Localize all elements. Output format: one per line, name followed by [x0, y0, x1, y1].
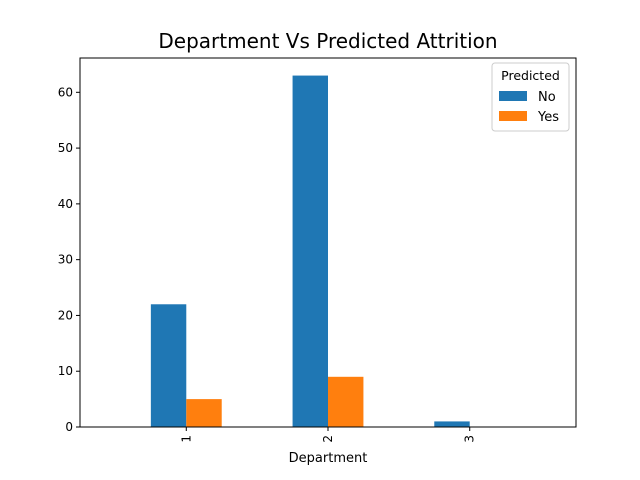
- y-axis-ticks: 0 10 20 30 40 50 60: [58, 85, 80, 434]
- y-tick-label: 10: [58, 364, 73, 378]
- y-tick-label: 50: [58, 141, 73, 155]
- legend-swatch-yes: [499, 111, 527, 121]
- x-axis-label: Department: [289, 451, 368, 466]
- chart-title: Department Vs Predicted Attrition: [158, 29, 497, 53]
- bar-yes-1: [186, 399, 222, 427]
- x-tick-label: 2: [321, 435, 335, 443]
- legend: Predicted No Yes: [491, 62, 570, 132]
- x-tick-label: 1: [179, 435, 193, 443]
- bars-group: [150, 75, 470, 428]
- legend-swatch-no: [499, 91, 527, 101]
- bar-no-3: [434, 421, 470, 427]
- y-tick-label: 30: [58, 253, 73, 267]
- x-tick-label: 3: [463, 435, 477, 443]
- bar-no-1: [150, 304, 187, 427]
- legend-label-yes: Yes: [537, 110, 559, 125]
- y-tick-label: 60: [58, 85, 73, 99]
- y-tick-label: 40: [58, 197, 73, 211]
- plot-area: 0 10 20 30 40 50 60 1 2 3: [58, 57, 577, 443]
- y-tick-label: 0: [65, 420, 73, 434]
- bar-yes-2: [328, 376, 364, 427]
- legend-label-no: No: [538, 90, 556, 105]
- legend-entries: No Yes: [499, 90, 559, 125]
- legend-title: Predicted: [501, 68, 560, 83]
- x-axis-ticks: 1 2 3: [179, 427, 477, 443]
- bar-no-2: [292, 75, 328, 428]
- y-tick-label: 20: [58, 308, 73, 322]
